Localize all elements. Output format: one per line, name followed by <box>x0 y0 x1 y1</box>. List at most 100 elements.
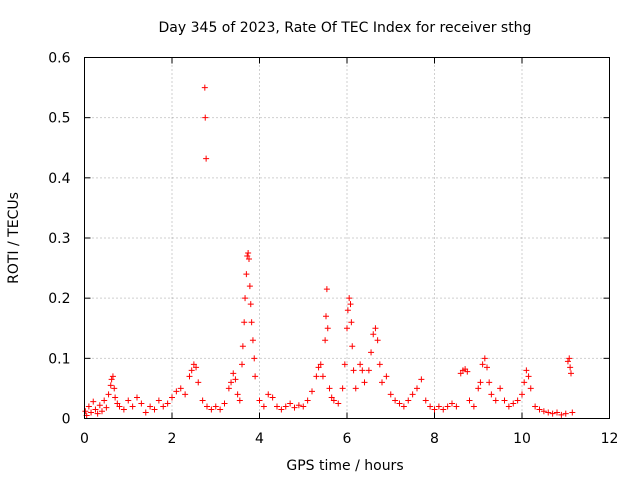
data-point <box>341 361 348 368</box>
data-point <box>208 406 215 413</box>
x-tick-label: 4 <box>255 431 264 447</box>
data-point <box>330 397 337 404</box>
data-point <box>484 364 490 371</box>
data-point <box>431 406 438 413</box>
data-point <box>199 397 206 404</box>
data-point <box>111 385 118 392</box>
data-point <box>300 403 307 410</box>
data-point <box>344 325 350 332</box>
data-points-layer <box>82 84 576 419</box>
data-point <box>246 256 252 263</box>
data-point <box>409 391 416 398</box>
data-point <box>505 403 512 410</box>
data-point <box>317 361 324 368</box>
data-point <box>440 406 447 413</box>
data-point <box>536 406 543 413</box>
data-point <box>304 397 311 404</box>
data-point <box>477 379 484 386</box>
data-point <box>348 319 355 326</box>
data-point <box>359 367 366 374</box>
data-point <box>486 379 493 386</box>
data-point <box>193 364 200 371</box>
y-tick-label: 0.2 <box>48 291 70 307</box>
data-point <box>396 400 403 407</box>
data-point <box>147 403 154 410</box>
data-point <box>114 400 121 407</box>
data-point <box>323 313 329 320</box>
data-point <box>155 397 162 404</box>
data-point <box>392 397 399 404</box>
data-point <box>488 391 495 398</box>
x-tick-label: 10 <box>513 431 531 447</box>
data-point <box>138 400 145 407</box>
data-point <box>562 410 569 417</box>
data-point <box>527 385 534 392</box>
grid-layer <box>84 57 610 419</box>
data-point <box>525 373 532 380</box>
data-point <box>532 403 539 410</box>
ticks-layer <box>84 57 610 419</box>
data-point <box>125 397 132 404</box>
data-point <box>234 391 241 398</box>
data-point <box>344 307 351 314</box>
data-point <box>566 355 573 362</box>
data-point <box>567 364 574 371</box>
data-point <box>347 301 354 308</box>
data-point <box>568 370 574 377</box>
data-point <box>108 376 115 383</box>
data-point <box>422 397 429 404</box>
data-point <box>107 382 114 389</box>
data-point <box>350 367 357 374</box>
data-point <box>287 400 294 407</box>
data-point <box>523 367 530 374</box>
data-point <box>521 379 528 386</box>
data-point <box>190 361 197 368</box>
data-point <box>323 286 330 293</box>
data-point <box>383 373 390 380</box>
data-point <box>361 379 368 386</box>
data-point <box>475 385 482 392</box>
data-point <box>94 410 101 417</box>
data-point <box>109 373 116 380</box>
data-point <box>315 364 322 371</box>
data-point <box>427 403 434 410</box>
y-tick-label: 0.4 <box>48 171 70 187</box>
data-point <box>365 367 372 374</box>
data-point <box>357 361 364 368</box>
data-point <box>313 373 320 380</box>
data-point <box>129 403 136 410</box>
x-tick-label: 6 <box>343 431 352 447</box>
data-point <box>435 403 442 410</box>
data-point <box>554 409 560 416</box>
data-point <box>501 397 508 404</box>
data-point <box>319 373 326 380</box>
data-point <box>326 385 333 392</box>
data-point <box>376 361 383 368</box>
x-axis-label: GPS time / hours <box>286 458 403 474</box>
data-point <box>387 391 394 398</box>
data-point <box>239 343 246 350</box>
data-point <box>90 398 97 405</box>
data-point <box>335 400 342 407</box>
data-point <box>134 394 140 401</box>
data-point <box>202 114 209 121</box>
data-point <box>247 301 254 308</box>
data-point <box>112 394 119 401</box>
data-point <box>569 409 576 416</box>
data-point <box>245 250 252 257</box>
data-point <box>274 403 280 410</box>
data-point <box>418 376 425 383</box>
data-point <box>105 391 112 398</box>
data-point <box>242 295 249 302</box>
data-point <box>164 400 171 407</box>
data-point <box>142 409 149 416</box>
data-point <box>201 84 208 91</box>
data-point <box>349 343 356 350</box>
data-point <box>252 373 259 380</box>
data-point <box>479 361 486 368</box>
data-point <box>278 406 285 413</box>
data-point <box>379 379 385 386</box>
data-point <box>92 406 99 413</box>
data-point <box>265 391 272 398</box>
y-tick-label: 0 <box>62 412 71 428</box>
